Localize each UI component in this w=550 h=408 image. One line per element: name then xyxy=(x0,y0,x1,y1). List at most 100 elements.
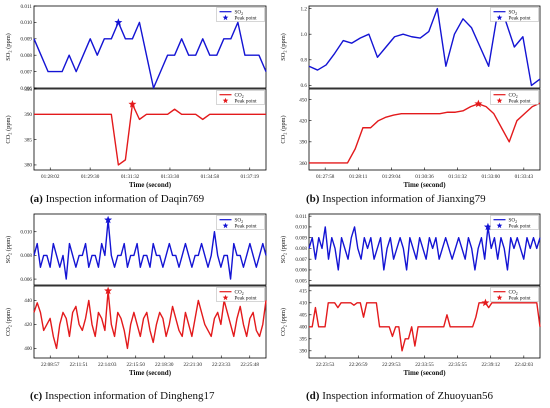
legend-sub: 2 xyxy=(516,292,518,296)
y-tick-label: 0.009 xyxy=(295,235,307,241)
legend-box xyxy=(216,7,265,22)
y-label-unit: (ppm) xyxy=(280,115,287,132)
x-tick-label: 01:27:58 xyxy=(316,174,335,180)
y-tick-label: 400 xyxy=(299,325,307,331)
y-tick-label: 0.010 xyxy=(295,225,307,231)
legend-series-label: SO2 xyxy=(509,10,518,16)
y-label-subscript: 2 xyxy=(8,50,13,52)
x-axis-label: Time (second) xyxy=(129,369,172,377)
co2-peak-point-star xyxy=(474,99,483,108)
y-tick-label: 0.009 xyxy=(20,37,32,43)
y-tick-label: 395 xyxy=(299,337,307,343)
legend-sub: 2 xyxy=(242,95,244,99)
y-label-unit: (ppm) xyxy=(5,115,12,132)
co2-series-line xyxy=(33,290,267,350)
y-label-subscript: 2 xyxy=(283,133,288,135)
so2-series-line xyxy=(33,21,267,89)
caption-letter: (b) xyxy=(306,193,320,205)
x-tick-label: 22:23:33 xyxy=(212,362,231,368)
x-tick-label: 01:30:36 xyxy=(415,174,434,180)
legend-star-swatch xyxy=(496,222,503,229)
legend-peak-label: Peak point xyxy=(235,296,258,302)
co2-series-line xyxy=(309,102,541,164)
legend-series-label: CO2 xyxy=(235,290,244,296)
y-tick-label: 0.8 xyxy=(301,58,308,64)
y-tick-label: 405 xyxy=(299,313,307,319)
x-tick-label: 01:29:04 xyxy=(382,174,401,180)
legend-box xyxy=(216,287,265,302)
y-tick-label: 0.007 xyxy=(20,69,32,75)
legend-box xyxy=(490,215,539,230)
chart-panel-4: 22:23:53 22:26:59 22:29:53 22:33:55 22:35:55… xyxy=(280,213,541,402)
y-label-main: SO xyxy=(5,52,12,61)
x-axis-label: Time (second) xyxy=(403,181,446,189)
legend-star-swatch xyxy=(496,97,503,104)
y-tick-label: 0.005 xyxy=(295,278,307,284)
legend-box xyxy=(490,90,539,105)
bottom-plot-frame xyxy=(33,285,267,359)
x-tick-label: 01:34:58 xyxy=(201,174,220,180)
panel-caption: (b) Inspection information of Jianxing79 xyxy=(306,193,486,205)
legend-main: SO xyxy=(509,218,516,224)
legend-peak-label: Peak point xyxy=(509,296,532,302)
caption-text: Inspection information of Dingheng17 xyxy=(42,390,215,402)
so2-series-line xyxy=(33,219,267,280)
y-tick-label: 360 xyxy=(299,161,307,167)
caption-letter: (c) xyxy=(30,390,43,402)
x-axis-label: Time (second) xyxy=(129,181,172,189)
y-label-subscript: 2 xyxy=(8,253,13,255)
legend-star-swatch xyxy=(496,294,503,301)
chart-panel-3: 22:08:57 22:11:51 22:14:03 22:15:50 22:18:30… xyxy=(5,213,267,402)
y-tick-label: 0.008 xyxy=(20,253,32,259)
top-plot-frame xyxy=(33,213,267,286)
y-tick-label: 0.008 xyxy=(20,53,32,59)
legend-main: CO xyxy=(509,93,516,99)
x-tick-label: 22:21:30 xyxy=(184,362,203,368)
legend-series-label: SO2 xyxy=(235,10,244,16)
y-tick-label: 420 xyxy=(299,118,307,124)
y-tick-label: 0.011 xyxy=(21,4,33,10)
y-tick-label: 415 xyxy=(299,289,307,295)
legend-series-label: CO2 xyxy=(509,93,518,99)
legend-box xyxy=(490,287,539,302)
legend-peak-label: Peak point xyxy=(509,224,532,230)
legend-sub: 2 xyxy=(515,12,517,16)
caption-text: Inspection information of Zhuoyuan56 xyxy=(319,390,493,402)
caption-letter: (a) xyxy=(30,193,43,205)
x-tick-label: 22:42:03 xyxy=(515,362,534,368)
y-tick-label: 0.006 xyxy=(20,86,32,92)
legend-star-swatch xyxy=(222,97,229,104)
y-label-main: SO xyxy=(280,255,287,264)
y-tick-label: 390 xyxy=(299,140,307,146)
y-tick-label: 0.6 xyxy=(301,83,308,89)
y-tick-label: 385 xyxy=(24,137,32,143)
y-label-unit: (ppm) xyxy=(5,33,12,50)
panel-caption: (a) Inspection information of Daqin769 xyxy=(30,193,205,205)
x-tick-label: 01:33:00 xyxy=(481,174,500,180)
y-label-main: CO xyxy=(280,134,287,143)
x-tick-label: 22:35:55 xyxy=(448,362,467,368)
x-tick-label: 01:28:11 xyxy=(349,174,368,180)
legend-main: SO xyxy=(235,10,242,16)
legend-sub: 2 xyxy=(242,292,244,296)
legend-star-swatch xyxy=(222,14,229,21)
so2-series-line xyxy=(308,226,541,271)
legend-main: CO xyxy=(235,93,242,99)
x-tick-label: 01:29:30 xyxy=(81,174,100,180)
y-tick-label: 410 xyxy=(299,301,307,307)
x-tick-label: 22:23:53 xyxy=(316,362,335,368)
y-label-main: CO xyxy=(5,327,12,336)
top-plot-frame xyxy=(308,5,541,89)
y-label-subscript: 2 xyxy=(8,325,13,327)
x-tick-label: 01:37:19 xyxy=(241,174,260,180)
chart-panel-2: 01:27:58 01:28:11 01:29:04 01:30:36 01:31:32… xyxy=(280,5,541,205)
legend-box xyxy=(490,7,539,22)
y-tick-label: 395 xyxy=(24,87,32,93)
y-tick-label: 0.010 xyxy=(20,20,32,26)
